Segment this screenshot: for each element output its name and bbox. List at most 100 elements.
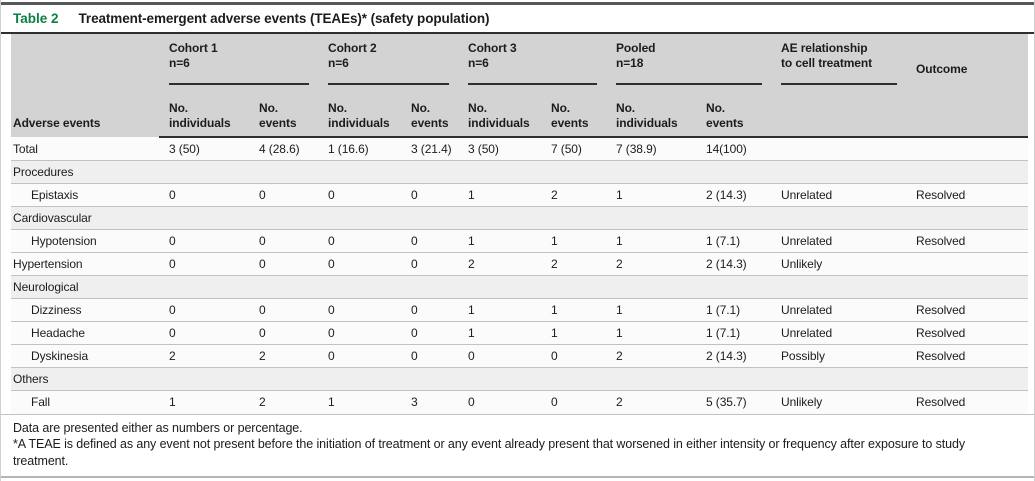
column-subheader-individuals: No. individuals — [318, 85, 401, 138]
group-label: Cohort 2 — [328, 41, 377, 55]
footnote-data-presentation: Data are presented either as numbers or … — [13, 420, 303, 435]
data-cell: Resolved — [906, 183, 1028, 207]
data-cell: 1 — [606, 298, 696, 322]
subheader-line: No. — [411, 101, 431, 115]
data-cell: 3 (21.4) — [401, 137, 458, 161]
subheader-line: No. — [706, 101, 726, 115]
data-cell: 0 — [249, 252, 318, 276]
data-cell — [906, 252, 1028, 276]
group-n: n=6 — [169, 56, 190, 70]
data-cell: 0 — [401, 321, 458, 345]
row-label: Hypotension — [11, 229, 159, 253]
table-footnotes: Data are presented either as numbers or … — [1, 413, 1034, 478]
subheader-line: individuals — [468, 116, 530, 130]
data-cell: 2 (14.3) — [696, 183, 771, 207]
data-cell: 0 — [159, 321, 249, 345]
table-row-category: Others — [11, 367, 1028, 391]
subheader-line: No. — [328, 101, 348, 115]
header-row-groups: Adverse events Cohort 1 n=6 Cohort 2 n=6 Coho… — [11, 34, 1028, 137]
data-cell: 1 (7.1) — [696, 298, 771, 322]
data-cell: Unrelated — [771, 229, 906, 253]
data-cell: 0 — [318, 321, 401, 345]
spanner-rule — [616, 83, 762, 85]
data-cell: 0 — [401, 183, 458, 207]
group-label: Cohort 3 — [468, 41, 517, 55]
column-group-header-pooled: Pooled n=18 — [606, 34, 771, 85]
data-cell: 0 — [401, 252, 458, 276]
data-cell: 0 — [541, 390, 606, 414]
subheader-line: events — [551, 116, 589, 130]
column-header-outcome: Outcome — [906, 34, 1028, 85]
data-cell: 1 — [458, 183, 541, 207]
data-cell: 3 — [401, 390, 458, 414]
data-cell: 2 (14.3) — [696, 344, 771, 368]
table-row-category: Cardiovascular — [11, 206, 1028, 230]
spanner-rule — [328, 83, 449, 85]
row-label: Fall — [11, 390, 159, 414]
data-cell: 0 — [541, 344, 606, 368]
row-label: Hypertension — [11, 252, 159, 276]
table-body: Total 3 (50) 4 (28.6) 1 (16.6) 3 (21.4) 3 (50… — [11, 137, 1028, 414]
data-cell — [906, 137, 1028, 161]
footnote-teae-definition: *A TEAE is defined as any event not pres… — [13, 437, 965, 468]
data-cell: 2 — [159, 344, 249, 368]
column-subheader-events: No. events — [696, 85, 771, 138]
table-row: Epistaxis 0 0 0 0 1 2 1 2 (14.3) Unrelated Resolve… — [11, 183, 1028, 207]
ae-header-line: to cell treatment — [781, 56, 872, 70]
table-header: Adverse events Cohort 1 n=6 Cohort 2 n=6 Coho… — [11, 34, 1028, 138]
row-label: Dyskinesia — [11, 344, 159, 368]
column-subheader-individuals: No. individuals — [458, 85, 541, 138]
column-header-adverse-events: Adverse events — [11, 34, 159, 137]
column-subheader-events: No. events — [249, 85, 318, 138]
data-cell: 1 — [541, 229, 606, 253]
data-cell: 0 — [458, 344, 541, 368]
data-cell: 5 (35.7) — [696, 390, 771, 414]
data-cell: 1 (7.1) — [696, 321, 771, 345]
column-subheader-empty-outcome — [906, 85, 1028, 138]
data-cell: Unrelated — [771, 298, 906, 322]
row-label: Epistaxis — [11, 183, 159, 207]
data-cell: 0 — [159, 183, 249, 207]
row-label: Total — [11, 137, 159, 161]
data-cell: 2 — [249, 344, 318, 368]
table-row-category: Procedures — [11, 160, 1028, 184]
data-cell: 0 — [159, 298, 249, 322]
category-label: Others — [11, 367, 1028, 391]
table-row: Fall 1 2 1 3 0 0 2 5 (35.7) Unlikely Resolved — [11, 390, 1028, 414]
data-cell: 0 — [249, 321, 318, 345]
ae-header-line: AE relationship — [781, 41, 868, 55]
data-cell — [771, 137, 906, 161]
table-number-label: Table 2 — [13, 11, 59, 26]
data-cell: 1 (16.6) — [318, 137, 401, 161]
subheader-line: No. — [551, 101, 571, 115]
data-cell: Unlikely — [771, 252, 906, 276]
data-cell: 2 (14.3) — [696, 252, 771, 276]
data-cell: 0 — [401, 298, 458, 322]
table-row: Headache 0 0 0 0 1 1 1 1 (7.1) Unrelated Resolved — [11, 321, 1028, 345]
data-cell: 3 (50) — [458, 137, 541, 161]
subheader-line: individuals — [328, 116, 390, 130]
spanner-rule — [169, 83, 309, 85]
subheader-line: No. — [169, 101, 189, 115]
column-group-header-cohort-1: Cohort 1 n=6 — [159, 34, 318, 85]
group-label: Cohort 1 — [169, 41, 218, 55]
data-cell: 0 — [249, 229, 318, 253]
data-cell: 2 — [606, 344, 696, 368]
data-cell: Resolved — [906, 390, 1028, 414]
data-cell: 0 — [401, 344, 458, 368]
data-cell: 2 — [541, 252, 606, 276]
category-label: Procedures — [11, 160, 1028, 184]
subheader-line: No. — [616, 101, 636, 115]
group-n: n=6 — [328, 56, 349, 70]
data-cell: 1 — [458, 229, 541, 253]
data-cell: 0 — [159, 252, 249, 276]
column-subheader-empty-ae — [771, 85, 906, 138]
data-cell: 0 — [318, 229, 401, 253]
data-cell: 3 (50) — [159, 137, 249, 161]
spanner-rule — [468, 83, 597, 85]
table-caption: Table 2 Treatment-emergent adverse event… — [1, 5, 1034, 34]
category-label: Neurological — [11, 275, 1028, 299]
subheader-line: individuals — [169, 116, 231, 130]
subheader-line: individuals — [616, 116, 678, 130]
